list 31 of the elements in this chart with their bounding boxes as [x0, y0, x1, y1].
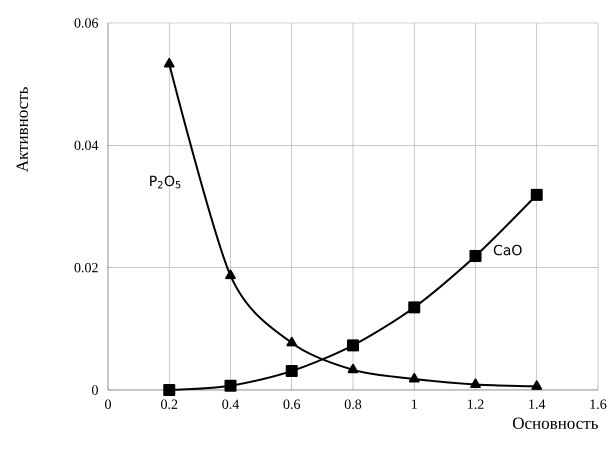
x-tick-label: 1.4 [529, 400, 546, 409]
point [164, 58, 175, 68]
point [530, 188, 543, 201]
y-tick-label: 0.04 [74, 140, 98, 150]
x-tick-label: 0 [105, 400, 111, 409]
x-tick-label: 0.2 [161, 400, 178, 410]
x-tick-label: 1.2 [468, 400, 484, 409]
point [225, 270, 236, 280]
point [470, 378, 481, 388]
x-tick-label: 0.8 [344, 400, 362, 410]
point [286, 336, 298, 346]
point [408, 301, 420, 314]
x-tick-label: 1.6 [590, 400, 606, 409]
y-axis-title: Активность [16, 87, 28, 172]
point [286, 365, 298, 378]
x-tick-label: 0.4 [222, 400, 240, 410]
point [347, 339, 360, 352]
series-label: CaO [494, 244, 522, 256]
point [348, 364, 358, 374]
y-tick-label: 0.02 [74, 262, 98, 272]
series-label: P$_{2}$O$_{5}$ [150, 176, 180, 188]
x-tick-label: 1 [412, 400, 417, 409]
point [408, 372, 420, 382]
y-tick-label: 0 [92, 385, 98, 395]
point [531, 380, 542, 390]
y-tick-label: 0.06 [74, 18, 98, 28]
point [470, 250, 482, 262]
point [224, 380, 236, 392]
x-axis-title: Основность [512, 418, 598, 429]
x-tick-label: 0.6 [284, 400, 300, 410]
point [163, 384, 176, 396]
